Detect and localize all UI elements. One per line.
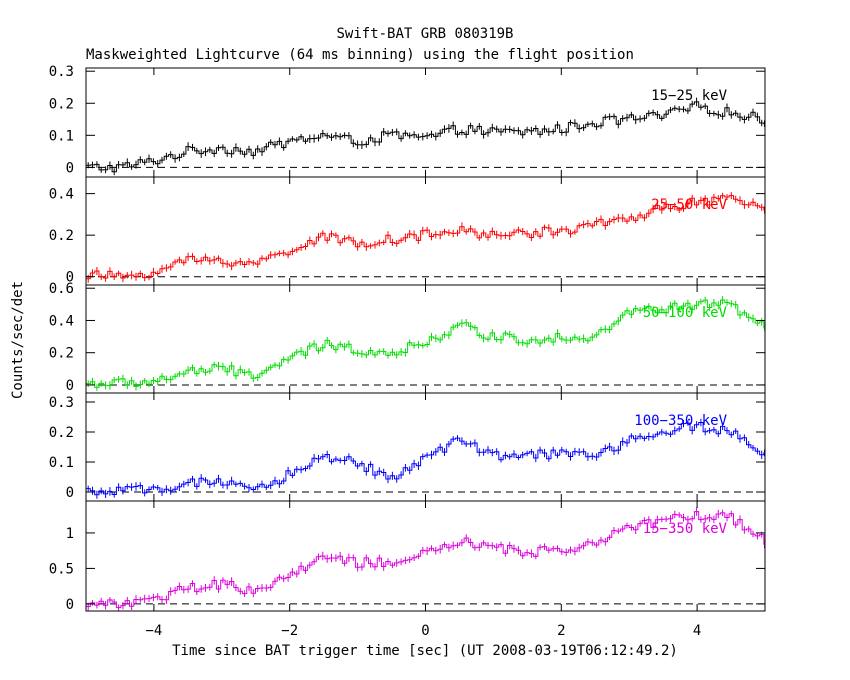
x-tick-label: −4 (145, 623, 162, 639)
y-tick-label: 0.2 (49, 96, 74, 112)
series-line (86, 101, 765, 173)
y-tick-label: 0.6 (49, 281, 74, 297)
panel-3: 0 0.2 0.4 0.6 50−100 keV (49, 281, 766, 394)
series-line (86, 511, 765, 609)
y-tick-label: 0 (66, 597, 74, 613)
error-bars (87, 418, 765, 499)
panel-2: 0 0.2 0.4 25−50 keV (49, 176, 766, 286)
panel-frame (85, 500, 766, 612)
y-tick-label: 0.1 (49, 455, 74, 471)
y-tick-label: 0.2 (49, 346, 74, 362)
chart-title: Swift-BAT GRB 080319B (336, 26, 513, 42)
y-tick-label: 1 (66, 526, 74, 542)
band-label: 15−350 keV (643, 521, 728, 537)
band-label: 25−50 keV (651, 197, 727, 213)
panel-frame (85, 67, 766, 178)
y-tick-label: 0.4 (49, 187, 74, 203)
error-bars (87, 97, 765, 176)
x-tick-label: 2 (557, 623, 565, 639)
y-tick-label: 0.4 (49, 313, 74, 329)
y-tick-label: 0.1 (49, 128, 74, 144)
series-line (86, 299, 765, 388)
band-label: 15−25 keV (651, 88, 727, 104)
x-axis-label: Time since BAT trigger time [sec] (UT 20… (172, 643, 678, 659)
y-tick-label: 0 (66, 160, 74, 176)
x-tick-label: 0 (421, 623, 429, 639)
band-label: 50−100 keV (643, 305, 728, 321)
y-tick-label: 0 (66, 270, 74, 286)
panel-frame (85, 284, 766, 394)
panel-4: 0 0.1 0.2 0.3 100−350 keV (49, 392, 766, 502)
y-tick-label: 0.3 (49, 64, 74, 80)
panel-5: 0 0.5 1 15−350 keV (49, 500, 766, 613)
chart-subtitle: Maskweighted Lightcurve (64 ms binning) … (86, 47, 634, 63)
y-tick-label: 0.2 (49, 425, 74, 441)
y-axis-label: Counts/sec/det (10, 281, 26, 399)
x-tick-label: 4 (693, 623, 701, 639)
series-line (86, 422, 765, 496)
band-label: 100−350 keV (634, 413, 727, 429)
y-tick-label: 0 (66, 378, 74, 394)
y-tick-label: 0.5 (49, 561, 74, 577)
y-tick-label: 0.3 (49, 395, 74, 411)
y-tick-label: 0 (66, 485, 74, 501)
panel-1: 0 0.1 0.2 0.3 15−25 keV (49, 64, 766, 178)
x-tick-label: −2 (281, 623, 298, 639)
y-tick-label: 0.2 (49, 228, 74, 244)
series-line (86, 195, 765, 280)
